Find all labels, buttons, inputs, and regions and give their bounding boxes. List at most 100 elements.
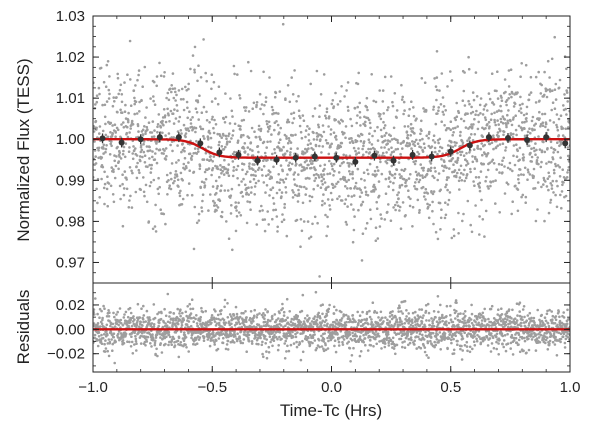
flux-raw-point xyxy=(278,181,281,184)
residuals-panel-frame xyxy=(92,282,571,373)
residual-raw-point xyxy=(115,322,119,326)
flux-raw-point xyxy=(285,137,288,140)
flux-raw-point xyxy=(526,178,529,181)
residual-raw-point xyxy=(413,339,417,343)
flux-raw-point xyxy=(517,178,520,181)
flux-raw-point xyxy=(267,173,270,176)
flux-raw-point xyxy=(400,83,403,87)
flux-raw-point xyxy=(398,209,401,212)
residual-raw-point xyxy=(235,322,239,326)
flux-raw-point xyxy=(293,69,296,72)
residual-raw-point xyxy=(282,314,286,317)
residual-raw-point xyxy=(387,344,391,347)
flux-raw-point xyxy=(440,158,443,161)
residual-raw-point xyxy=(472,324,475,327)
flux-raw-point xyxy=(116,110,119,114)
residual-raw-point xyxy=(267,345,271,349)
flux-raw-point xyxy=(436,237,440,241)
residual-raw-point xyxy=(284,339,288,343)
residual-raw-point xyxy=(532,316,536,320)
flux-raw-point xyxy=(460,150,464,154)
flux-raw-point xyxy=(422,142,426,145)
flux-raw-point xyxy=(330,164,334,168)
residual-raw-point xyxy=(434,316,437,319)
residual-raw-point xyxy=(185,314,188,318)
flux-raw-point xyxy=(469,223,473,227)
flux-raw-point xyxy=(265,146,269,149)
flux-raw-point xyxy=(161,119,164,123)
flux-raw-point xyxy=(436,112,439,115)
flux-raw-point xyxy=(95,94,99,97)
flux-raw-point xyxy=(238,97,242,100)
flux-raw-point xyxy=(168,120,171,123)
flux-raw-point xyxy=(554,98,558,101)
flux-raw-point xyxy=(470,230,474,234)
flux-raw-point xyxy=(471,139,475,142)
flux-raw-point xyxy=(318,115,321,118)
flux-raw-point xyxy=(286,84,290,87)
residual-raw-point xyxy=(400,330,403,334)
flux-raw-point xyxy=(445,183,448,186)
flux-raw-point xyxy=(118,184,122,188)
flux-raw-point xyxy=(185,166,188,170)
flux-raw-point xyxy=(321,145,325,148)
flux-raw-point xyxy=(190,154,194,158)
flux-raw-point xyxy=(183,146,186,150)
flux-raw-point xyxy=(218,140,221,144)
residual-raw-point xyxy=(135,349,138,352)
residual-raw-point xyxy=(173,344,177,347)
flux-raw-point xyxy=(239,125,242,128)
flux-raw-point xyxy=(419,146,423,149)
residual-raw-point xyxy=(112,332,116,336)
residual-raw-point xyxy=(238,315,242,319)
flux-raw-point xyxy=(515,133,518,137)
flux-raw-point xyxy=(322,193,325,196)
flux-raw-point xyxy=(493,118,496,122)
flux-raw-point xyxy=(559,193,562,197)
residual-raw-point xyxy=(500,332,504,335)
flux-raw-point xyxy=(366,194,370,197)
flux-raw-point xyxy=(368,151,372,154)
flux-raw-point xyxy=(440,146,444,150)
residual-raw-point xyxy=(146,335,150,339)
residual-raw-point xyxy=(196,324,199,328)
residual-raw-point xyxy=(377,335,381,338)
flux-raw-point xyxy=(112,170,115,174)
residual-raw-point xyxy=(370,318,373,321)
flux-raw-point xyxy=(164,147,168,150)
flux-raw-point xyxy=(328,159,331,163)
residual-raw-point xyxy=(186,316,190,320)
flux-raw-point xyxy=(406,125,410,128)
residual-raw-point xyxy=(357,321,360,325)
residual-raw-point xyxy=(401,312,405,315)
flux-raw-point xyxy=(173,176,177,179)
flux-raw-point xyxy=(494,146,498,149)
residual-raw-point xyxy=(368,330,371,333)
flux-raw-point xyxy=(200,206,203,209)
residual-raw-point xyxy=(478,316,482,319)
residual-raw-point xyxy=(222,332,225,336)
flux-raw-point xyxy=(276,123,280,127)
residual-raw-point xyxy=(459,347,462,351)
flux-raw-point xyxy=(215,209,218,212)
residual-raw-point xyxy=(558,319,562,323)
residual-raw-point xyxy=(271,331,275,334)
flux-raw-point xyxy=(553,148,557,152)
residual-raw-point xyxy=(130,340,134,344)
flux-raw-point xyxy=(364,120,367,124)
residual-raw-point xyxy=(345,320,348,324)
flux-raw-point xyxy=(136,78,139,82)
flux-raw-point xyxy=(208,121,211,124)
flux-raw-point xyxy=(423,81,427,84)
flux-raw-point xyxy=(435,76,439,79)
flux-raw-point xyxy=(372,190,376,193)
flux-raw-point xyxy=(103,103,107,107)
flux-raw-point xyxy=(376,150,380,154)
flux-raw-point xyxy=(188,152,192,155)
binned-flux-point xyxy=(390,157,397,164)
flux-raw-point xyxy=(451,145,455,149)
flux-raw-point xyxy=(518,158,521,162)
flux-raw-point xyxy=(329,191,333,195)
residual-raw-point xyxy=(429,339,432,343)
residual-raw-point xyxy=(507,308,511,311)
